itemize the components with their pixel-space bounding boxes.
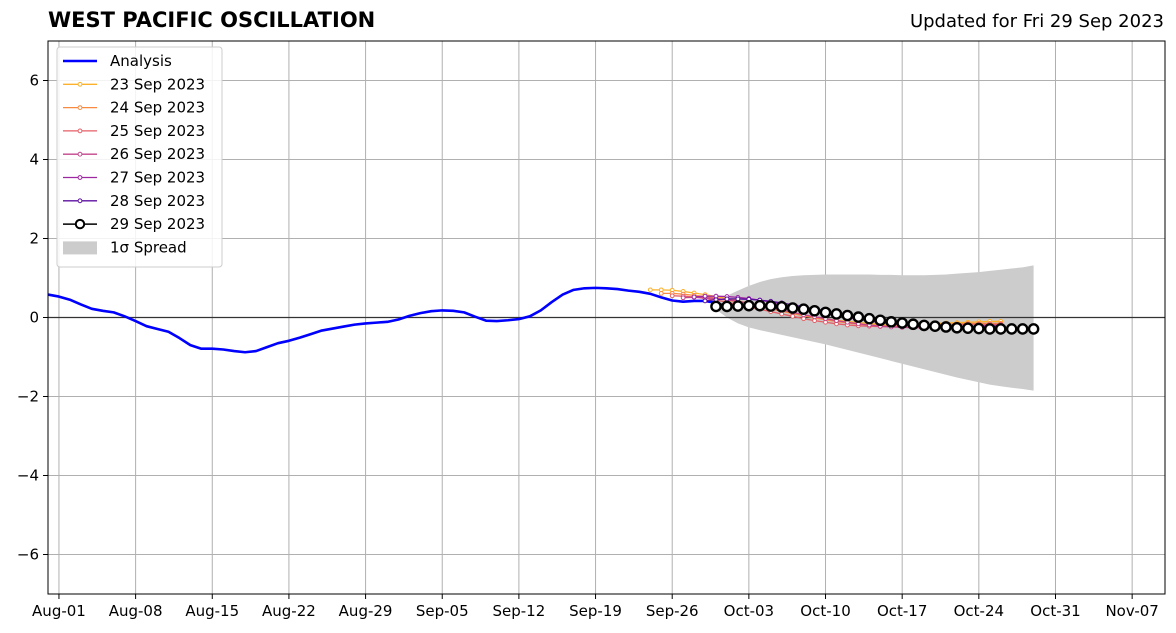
legend-label: 25 Sep 2023: [110, 122, 205, 140]
main-forecast-point: [754, 299, 766, 312]
forecast-point: [812, 318, 817, 324]
legend: Analysis 23 Sep 2023 24 Sep 2023 25 Sep 202…: [56, 46, 223, 268]
x-tick-label: Aug-29: [339, 602, 393, 620]
legend-label: Analysis: [110, 52, 172, 70]
main-forecast-point: [786, 302, 799, 314]
main-forecast-point: [929, 320, 941, 332]
legend-label: 23 Sep 2023: [110, 75, 205, 93]
x-tick-label: Sep-12: [493, 602, 546, 620]
x-tick-label: Oct-10: [800, 602, 850, 620]
main-forecast-point: [732, 300, 744, 312]
legend-marker-forecast: [77, 175, 83, 180]
legend-swatch-spread: [63, 241, 97, 255]
series-layer: [47, 286, 1040, 354]
legend-marker-forecast: [77, 105, 83, 110]
y-tick-label: −4: [17, 467, 39, 485]
y-tick-label: 0: [29, 309, 39, 327]
main-forecast-point: [983, 323, 996, 335]
main-forecast-point: [918, 319, 930, 332]
legend-marker-forecast: [77, 81, 83, 87]
x-tick-label: Sep-26: [646, 602, 699, 620]
main-forecast-point: [808, 304, 821, 317]
legend-box: [56, 46, 223, 268]
forecast-point: [801, 316, 807, 322]
main-forecast-point: [764, 300, 777, 312]
main-forecast-point: [721, 300, 733, 313]
legend-marker-forecast: [77, 128, 83, 134]
forecast-point: [680, 295, 686, 301]
legend-marker-main: [74, 218, 86, 230]
main-forecast-point: [885, 316, 898, 328]
spread-layer: [716, 265, 1034, 391]
main-forecast-point: [797, 303, 810, 316]
chart-updated-date: Updated for Fri 29 Sep 2023: [909, 11, 1164, 32]
forecast-point: [669, 293, 675, 299]
legend-label: 26 Sep 2023: [110, 145, 205, 163]
main-forecast-point: [710, 300, 722, 313]
ticks-layer: Aug-01 Aug-08 Aug-15 Aug-22 Aug-29 Sep-05 Sep-…: [17, 72, 1159, 621]
x-tick-label: Aug-08: [109, 602, 163, 620]
spread-band: [716, 265, 1034, 391]
forecast-point: [702, 298, 708, 304]
main-forecast-point: [852, 311, 865, 323]
x-tick-label: Oct-24: [954, 602, 1004, 620]
main-forecast-point: [830, 308, 843, 320]
x-tick-label: Sep-19: [569, 602, 622, 620]
main-forecast-point: [819, 306, 832, 319]
x-tick-label: Oct-17: [877, 602, 927, 620]
legend-label: 29 Sep 2023: [110, 215, 205, 233]
main-forecast-point: [962, 322, 974, 334]
main-forecast-point: [874, 314, 887, 327]
main-forecast-point: [775, 301, 788, 313]
main-forecast-point: [994, 323, 1007, 335]
x-tick-label: Aug-01: [32, 602, 86, 620]
chart-title: WEST PACIFIC OSCILLATION: [48, 8, 376, 32]
main-forecast-point: [1005, 323, 1018, 335]
y-tick-label: −2: [17, 388, 39, 406]
main-forecast-point: [907, 318, 919, 331]
main-forecast-point: [1027, 323, 1040, 335]
main-forecast-point: [1016, 323, 1029, 335]
main-forecast-point: [743, 299, 755, 312]
main-forecast-point: [863, 312, 876, 325]
x-tick-label: Oct-03: [724, 602, 774, 620]
forecast-point: [790, 313, 796, 319]
legend-label: 1σ Spread: [110, 238, 187, 256]
x-tick-label: Sep-05: [416, 602, 469, 620]
y-tick-label: 2: [29, 230, 39, 248]
forecast-point: [658, 291, 664, 296]
forecast-point: [647, 287, 653, 293]
legend-label: 24 Sep 2023: [110, 99, 205, 117]
legend-marker-forecast: [77, 198, 83, 204]
y-tick-label: −6: [17, 546, 39, 564]
main-forecast-point: [951, 321, 963, 334]
forecast-point: [724, 296, 730, 302]
y-tick-label: 4: [29, 151, 39, 169]
main-forecast-point: [841, 309, 854, 322]
main-forecast-point: [973, 322, 985, 335]
legend-label: 27 Sep 2023: [110, 169, 205, 187]
x-tick-label: Oct-31: [1030, 602, 1080, 620]
x-tick-label: Aug-15: [185, 602, 239, 620]
legend-label: 28 Sep 2023: [110, 192, 205, 210]
main-forecast-point: [940, 321, 952, 333]
main-forecast-point: [896, 317, 908, 329]
x-tick-label: Nov-07: [1105, 602, 1158, 620]
analysis-line: [47, 286, 728, 354]
x-tick-label: Aug-22: [262, 602, 316, 620]
y-tick-label: 6: [29, 72, 39, 90]
forecast-point: [691, 294, 697, 300]
legend-marker-forecast: [77, 151, 83, 157]
forecast-point: [702, 293, 708, 299]
